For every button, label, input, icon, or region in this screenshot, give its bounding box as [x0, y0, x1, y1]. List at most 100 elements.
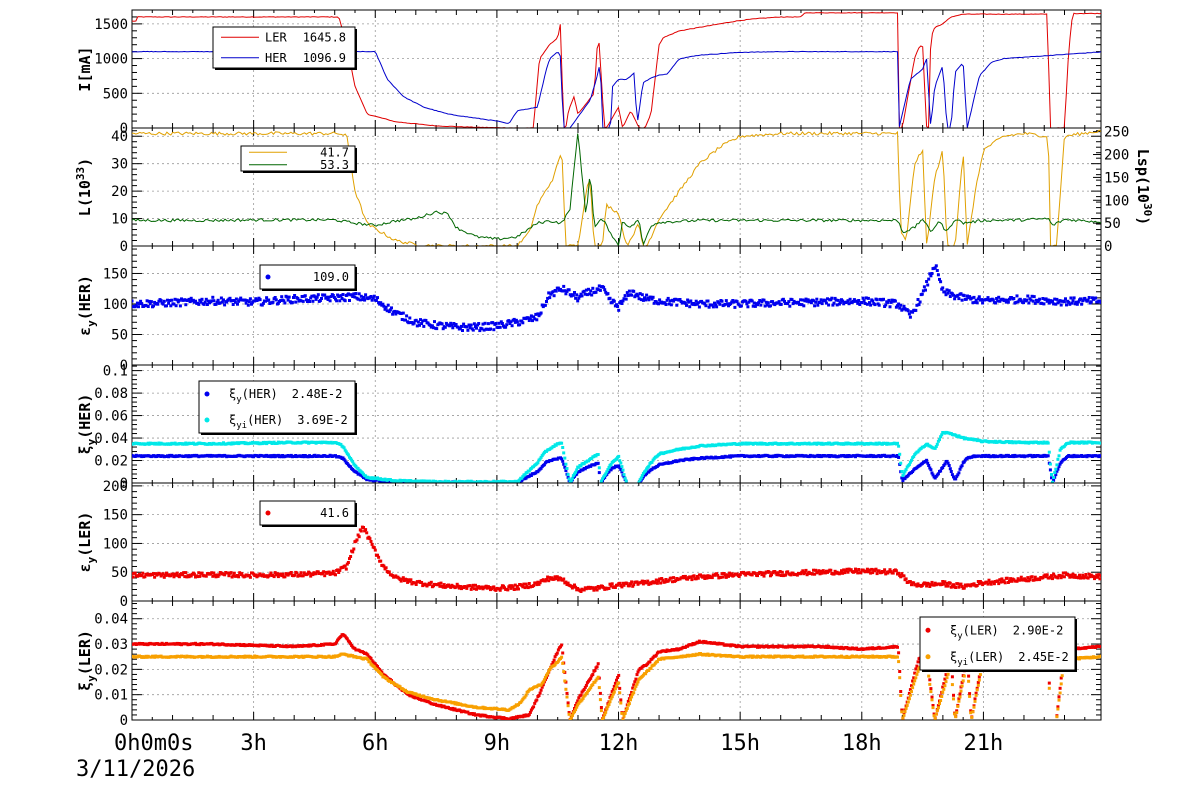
- data-point: [846, 299, 850, 303]
- data-point: [339, 294, 343, 298]
- data-point: [1055, 463, 1059, 467]
- data-point: [514, 587, 518, 591]
- data-point: [582, 588, 586, 592]
- data-point: [956, 582, 960, 586]
- data-point: [141, 571, 145, 575]
- data-point: [669, 576, 673, 580]
- data-point: [946, 584, 950, 588]
- data-point: [204, 574, 208, 578]
- data-point: [149, 300, 153, 304]
- y-axis-title-exponent: 33: [74, 167, 87, 180]
- data-point: [650, 460, 654, 464]
- data-point: [724, 575, 728, 579]
- legend-name-subscript: y: [236, 395, 242, 405]
- data-point: [904, 577, 908, 581]
- data-point: [513, 320, 517, 324]
- data-point: [809, 301, 813, 305]
- data-point: [921, 289, 925, 293]
- data-point: [401, 576, 405, 580]
- data-point: [1051, 480, 1054, 483]
- data-point: [362, 526, 365, 529]
- data-point: [552, 445, 556, 448]
- data-point: [737, 575, 741, 578]
- data-point: [667, 578, 671, 582]
- data-point: [211, 574, 215, 578]
- data-point: [534, 312, 538, 316]
- legend-name-rest: (HER): [242, 387, 278, 401]
- data-point: [997, 582, 1001, 586]
- data-point: [1009, 577, 1013, 581]
- data-point: [610, 300, 614, 304]
- data-point: [918, 300, 922, 304]
- data-point: [575, 472, 579, 476]
- data-point: [1073, 573, 1077, 577]
- data-point: [608, 296, 612, 300]
- data-point: [1083, 296, 1087, 300]
- data-point: [563, 465, 567, 469]
- data-point: [203, 300, 207, 304]
- data-point: [391, 312, 395, 316]
- data-point: [911, 470, 915, 473]
- data-point: [606, 468, 610, 472]
- data-point: [855, 299, 859, 303]
- data-point: [859, 571, 863, 575]
- data-point: [349, 555, 353, 558]
- data-point: [174, 304, 178, 308]
- data-point: [778, 570, 782, 573]
- data-point: [211, 295, 215, 299]
- data-point: [926, 283, 930, 287]
- data-point: [385, 309, 389, 313]
- data-point: [480, 585, 484, 589]
- data-point: [940, 583, 944, 586]
- data-point: [607, 587, 611, 590]
- data-point: [591, 286, 595, 290]
- data-point: [930, 471, 934, 475]
- data-point: [323, 574, 327, 578]
- data-point: [927, 277, 931, 281]
- data-point: [355, 538, 359, 542]
- data-point: [663, 580, 667, 584]
- data-point: [187, 297, 191, 301]
- data-point: [813, 572, 817, 576]
- data-point: [1054, 473, 1058, 477]
- data-point: [162, 299, 166, 303]
- series-line-primary: [132, 11, 1101, 128]
- data-point: [470, 585, 474, 589]
- data-point: [1099, 441, 1101, 445]
- data-point: [1094, 575, 1098, 579]
- data-point: [898, 306, 902, 310]
- data-point: [661, 578, 665, 582]
- data-point: [977, 582, 981, 586]
- data-point: [227, 574, 231, 578]
- data-point: [508, 584, 512, 588]
- data-point: [1081, 299, 1085, 303]
- data-point: [1048, 575, 1052, 579]
- data-point: [1051, 577, 1054, 581]
- data-point: [441, 585, 445, 589]
- data-point: [139, 299, 143, 303]
- data-point: [1008, 297, 1011, 301]
- data-point: [789, 573, 793, 577]
- data-point: [925, 458, 929, 462]
- data-point: [1033, 575, 1037, 579]
- data-point: [685, 303, 688, 307]
- data-point: [484, 584, 488, 588]
- data-point: [467, 323, 471, 327]
- data-point: [379, 301, 383, 305]
- data-point: [174, 573, 178, 577]
- data-point: [582, 289, 586, 293]
- data-point: [173, 297, 177, 301]
- data-point: [595, 588, 599, 592]
- data-point: [650, 297, 654, 301]
- data-point: [183, 575, 187, 579]
- legend-name-rest: (HER): [247, 413, 283, 427]
- legend-entry-text: HER 1096.9: [265, 51, 346, 65]
- legend-entry-text: 53.3: [320, 158, 349, 172]
- data-point: [594, 586, 598, 590]
- data-point: [1019, 575, 1023, 579]
- data-point: [443, 325, 447, 329]
- data-point: [387, 570, 391, 574]
- data-point: [439, 581, 443, 585]
- data-point: [824, 301, 828, 305]
- data-point: [294, 300, 298, 304]
